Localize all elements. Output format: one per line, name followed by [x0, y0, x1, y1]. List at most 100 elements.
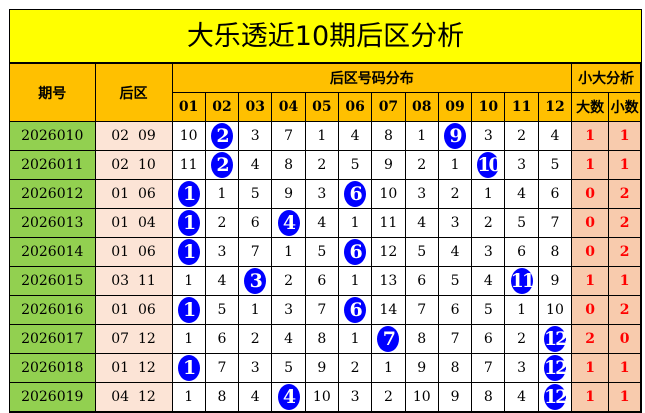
omission-cell: 1: [337, 266, 373, 296]
table-row: 2026013 01 04 1 2 6 4 4 1 11 4 3 2 5 7 0 2: [10, 208, 642, 238]
omission-cell: 10: [371, 179, 406, 209]
omission-cell: 10: [537, 295, 573, 325]
hit-cell: 2: [204, 150, 240, 180]
omission-cell: 1: [171, 266, 206, 296]
omission-cell: 3: [504, 353, 539, 383]
omission-cell: 4: [537, 121, 573, 151]
header-col-03: 03: [238, 92, 273, 122]
hit-ball: 1: [177, 297, 200, 323]
omission-cell: 9: [404, 353, 439, 383]
hit-cell: 6: [337, 295, 373, 325]
table-row: 2026010 02 09 10 2 3 7 1 4 8 1 9 3 2 4 1 1: [10, 121, 642, 151]
omission-cell: 7: [537, 208, 573, 238]
omission-cell: 4: [471, 266, 506, 296]
omission-cell: 7: [304, 295, 339, 325]
header-size-analysis: 小大分析: [571, 63, 642, 93]
omission-cell: 1: [404, 121, 439, 151]
omission-cell: 7: [271, 121, 306, 151]
small-count-cell: 1: [608, 150, 642, 180]
omission-cell: 2: [238, 324, 273, 354]
table-row: 2026014 01 06 1 3 7 1 5 6 12 5 4 3 6 8 0 2: [10, 237, 642, 267]
hit-cell: 1: [171, 179, 206, 209]
big-count-cell: 0: [571, 295, 610, 325]
omission-cell: 4: [304, 208, 339, 238]
omission-cell: 1: [437, 150, 473, 180]
header-col-11: 11: [504, 92, 539, 122]
omission-cell: 8: [437, 353, 473, 383]
hit-ball: 1: [177, 355, 200, 381]
omission-cell: 4: [437, 237, 473, 267]
small-count-cell: 1: [608, 266, 642, 296]
omission-cell: 4: [204, 266, 240, 296]
table-row: 2026016 01 06 1 5 1 3 7 6 14 7 6 5 1 10 0 2: [10, 295, 642, 325]
omission-cell: 3: [404, 179, 439, 209]
table-row: 2026012 01 06 1 1 5 9 3 6 10 3 2 1 4 6 0 2: [10, 179, 642, 209]
header-col-08: 08: [404, 92, 439, 122]
hit-cell: 10: [471, 150, 506, 180]
table-row: 2026015 03 11 1 4 3 2 6 1 13 6 5 4 11 9 1 1: [10, 266, 642, 296]
omission-cell: 3: [471, 121, 506, 151]
hit-cell: 11: [504, 266, 539, 296]
omission-cell: 1: [337, 208, 373, 238]
issue-cell: 2026017: [10, 324, 96, 354]
small-count-cell: 1: [608, 382, 642, 412]
back-numbers-cell: 01 04: [94, 208, 173, 238]
hit-ball: 12: [543, 326, 568, 352]
header-back: 后区: [94, 63, 173, 122]
omission-cell: 2: [304, 150, 339, 180]
omission-cell: 4: [337, 121, 373, 151]
back-numbers-cell: 07 12: [94, 324, 173, 354]
issue-cell: 2026012: [10, 179, 96, 209]
table-row: 2026017 07 12 1 6 2 4 8 1 7 8 7 6 2 12 2 0: [10, 324, 642, 354]
hit-ball: 9: [444, 123, 467, 149]
hit-cell: 1: [171, 295, 206, 325]
omission-cell: 9: [537, 266, 573, 296]
hit-ball: 11: [510, 268, 535, 294]
header-small: 小数: [608, 92, 642, 122]
omission-cell: 1: [304, 121, 339, 151]
big-count-cell: 0: [571, 179, 610, 209]
omission-cell: 6: [238, 208, 273, 238]
small-count-cell: 2: [608, 295, 642, 325]
omission-cell: 1: [238, 295, 273, 325]
big-count-cell: 1: [571, 150, 610, 180]
hit-ball: 4: [277, 210, 300, 236]
hit-ball: 2: [210, 152, 233, 178]
issue-cell: 2026015: [10, 266, 96, 296]
table-row: 2026018 01 12 1 7 3 5 9 2 1 9 8 7 3 12 1 1: [10, 353, 642, 383]
omission-cell: 5: [537, 150, 573, 180]
hit-ball: 12: [543, 384, 568, 410]
analysis-table: 期号 后区 后区号码分布 小大分析 01 02 03 04 05 06 07 08 09 10 11…: [10, 63, 642, 412]
hit-ball: 10: [477, 152, 502, 178]
issue-cell: 2026010: [10, 121, 96, 151]
sheet-title: 大乐透近10期后区分析: [10, 10, 641, 63]
hit-cell: 12: [537, 324, 573, 354]
omission-cell: 12: [371, 237, 406, 267]
omission-cell: 4: [504, 179, 539, 209]
issue-cell: 2026016: [10, 295, 96, 325]
omission-cell: 3: [238, 121, 273, 151]
hit-ball: 7: [377, 326, 400, 352]
small-count-cell: 1: [608, 121, 642, 151]
header-col-07: 07: [371, 92, 406, 122]
header-col-09: 09: [437, 92, 473, 122]
hit-ball: 4: [277, 384, 300, 410]
hit-ball: 3: [244, 268, 267, 294]
hit-ball: 12: [543, 355, 568, 381]
omission-cell: 1: [171, 382, 206, 412]
omission-cell: 6: [437, 295, 473, 325]
hit-cell: 12: [537, 382, 573, 412]
omission-cell: 2: [471, 208, 506, 238]
omission-cell: 6: [471, 324, 506, 354]
omission-cell: 2: [504, 121, 539, 151]
omission-cell: 5: [271, 353, 306, 383]
omission-cell: 3: [271, 295, 306, 325]
header-col-12: 12: [537, 92, 573, 122]
omission-cell: 8: [371, 121, 406, 151]
omission-cell: 7: [404, 295, 439, 325]
table-row: 2026019 04 12 1 8 4 4 10 3 2 10 9 8 4 12 1 1: [10, 382, 642, 412]
small-count-cell: 2: [608, 237, 642, 267]
omission-cell: 2: [404, 150, 439, 180]
omission-cell: 3: [304, 179, 339, 209]
big-count-cell: 2: [571, 324, 610, 354]
